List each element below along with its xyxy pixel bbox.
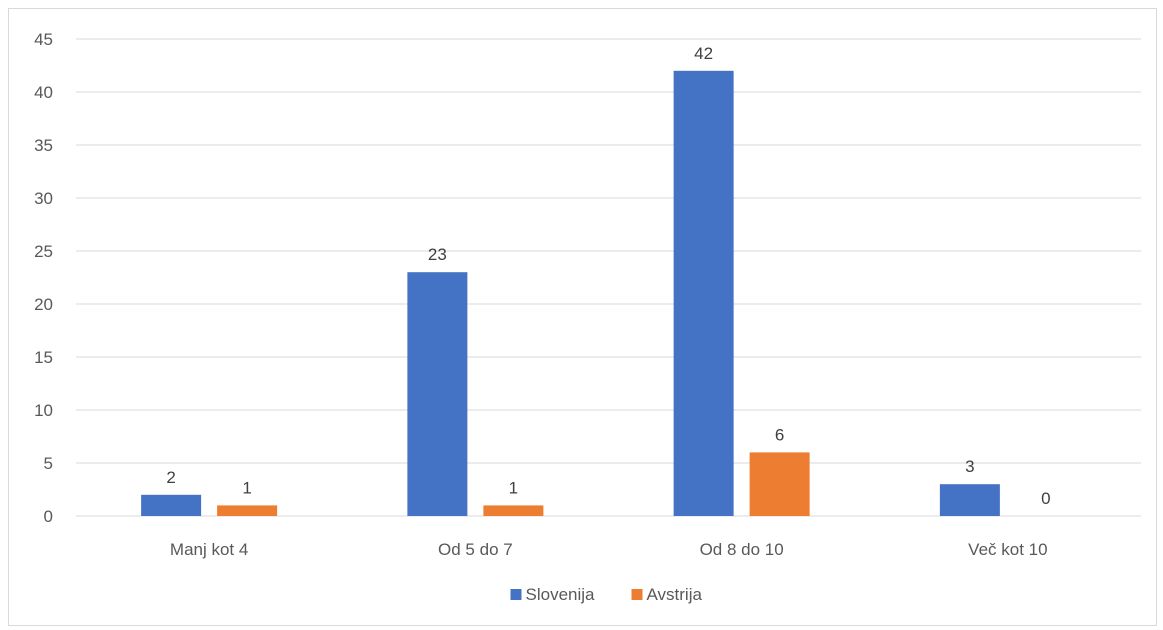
- legend-swatch-slovenija: [510, 589, 522, 600]
- bar-avstrija-1: [483, 505, 544, 516]
- data-label: 42: [694, 44, 713, 63]
- bar-slovenija-1: [407, 272, 468, 516]
- data-label: 1: [242, 478, 251, 497]
- y-tick-label: 15: [34, 348, 53, 367]
- data-label: 1: [509, 478, 518, 497]
- y-tick-label: 45: [34, 30, 53, 49]
- bar-avstrija-0: [217, 505, 278, 516]
- y-tick-label: 5: [44, 454, 53, 473]
- data-label: 3: [965, 457, 974, 476]
- x-tick-label: Od 5 do 7: [438, 540, 513, 559]
- bar-slovenija-2: [673, 70, 734, 517]
- bar-slovenija-3: [939, 484, 1000, 516]
- y-tick-label: 40: [34, 83, 53, 102]
- y-tick-label: 25: [34, 242, 53, 261]
- x-tick-label: Več kot 10: [968, 540, 1047, 559]
- x-tick-label: Od 8 do 10: [700, 540, 784, 559]
- legend-swatch-avstrija: [631, 589, 643, 600]
- y-tick-label: 35: [34, 136, 53, 155]
- y-tick-label: 20: [34, 295, 53, 314]
- data-label: 6: [775, 425, 784, 444]
- bar-avstrija-2: [749, 452, 810, 516]
- y-tick-label: 30: [34, 189, 53, 208]
- data-label: 2: [166, 468, 175, 487]
- legend-label-avstrija: Avstrija: [647, 585, 703, 604]
- data-label: 0: [1041, 489, 1050, 508]
- y-tick-label: 0: [44, 507, 53, 526]
- chart-frame: 0 5 10 15 20 25 30 35 40 45 2 1 Manj kot 4 23 1 Od 5 do…: [8, 8, 1157, 626]
- y-tick-label: 10: [34, 401, 53, 420]
- legend-label-slovenija: Slovenija: [526, 585, 596, 604]
- bar-slovenija-0: [141, 494, 202, 516]
- x-tick-label: Manj kot 4: [170, 540, 248, 559]
- data-label: 23: [428, 245, 447, 264]
